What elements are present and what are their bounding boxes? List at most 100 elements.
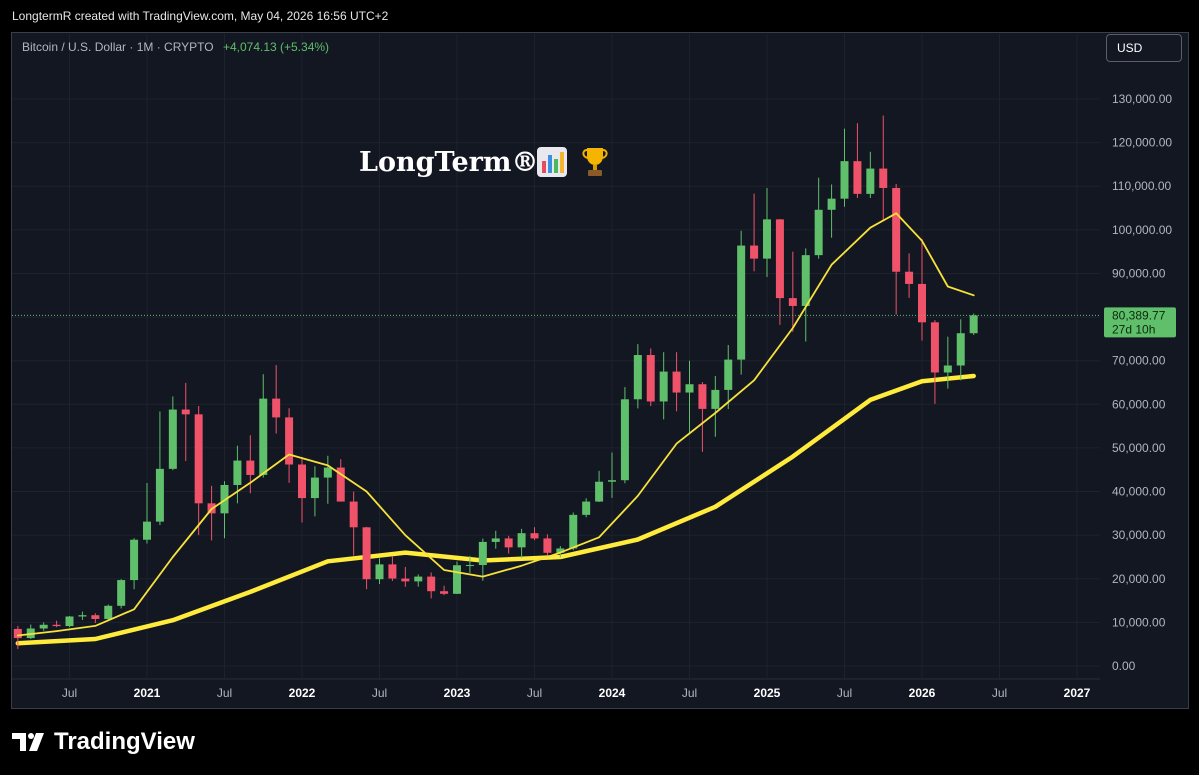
tradingview-logo[interactable]: TradingView <box>12 728 195 756</box>
candle-body <box>388 564 397 579</box>
creator-caption: LongtermR created with TradingView.com, … <box>12 9 389 23</box>
y-tick-label: 110,000.00 <box>1112 179 1171 193</box>
x-tick-label: 2026 <box>909 686 936 700</box>
candle-body <box>750 245 759 259</box>
candle-body <box>336 467 345 502</box>
x-tick-label: 2024 <box>599 686 626 700</box>
candle-body <box>646 355 655 402</box>
x-tick-label: 2021 <box>134 686 161 700</box>
candle-body <box>298 464 306 499</box>
x-tick-label: Jul <box>527 686 542 700</box>
y-tick-label: 20,000.00 <box>1112 572 1166 586</box>
candle-body <box>440 591 449 594</box>
candle-body <box>620 399 629 481</box>
candle-body <box>401 578 410 582</box>
candle-body <box>65 616 74 627</box>
candle-body <box>104 605 113 619</box>
candle-body <box>608 480 616 482</box>
candle-body <box>504 538 513 548</box>
y-axis: 130,000.00 120,000.00 110,000.00 100,000.00… <box>1112 92 1172 673</box>
y-tick-label: 10,000.00 <box>1112 615 1166 629</box>
candle-body <box>220 484 229 514</box>
candle-body <box>956 333 965 366</box>
y-tick-label: 90,000.00 <box>1112 266 1166 280</box>
candle-body <box>969 315 978 334</box>
candle-body <box>763 219 771 259</box>
y-tick-label: 0.00 <box>1112 659 1136 673</box>
candle-body <box>414 576 423 582</box>
x-axis: Jul 2021 Jul 2022 Jul 2023 Jul 2024 Jul 2025 Jul 20… <box>62 686 1091 700</box>
candle-body <box>737 245 746 360</box>
candle-body <box>310 477 319 499</box>
x-tick-label: Jul <box>217 686 232 700</box>
candle-body <box>130 539 139 581</box>
y-tick-label: 60,000.00 <box>1112 397 1166 411</box>
x-tick-label: 2022 <box>289 686 316 700</box>
candle-body <box>530 533 539 539</box>
x-tick-label: Jul <box>837 686 852 700</box>
x-tick-label: 2027 <box>1064 686 1091 700</box>
candle-body <box>375 564 384 580</box>
candle-body <box>39 624 48 629</box>
y-tick-label: 30,000.00 <box>1112 528 1166 542</box>
x-tick-label: Jul <box>372 686 387 700</box>
candle-body <box>517 533 526 548</box>
candle-body <box>259 398 268 475</box>
candle-body <box>362 527 371 580</box>
tradingview-logo-icon <box>12 733 44 751</box>
candle-body <box>194 414 203 504</box>
x-tick-label: Jul <box>62 686 77 700</box>
candle-body <box>918 283 926 323</box>
candle-body <box>853 161 862 194</box>
candle-body <box>595 481 604 502</box>
candle-body <box>659 371 668 402</box>
y-tick-label: 50,000.00 <box>1112 441 1166 455</box>
candle-body <box>453 565 461 594</box>
chart-panel[interactable] <box>11 32 1189 709</box>
watermark: LongTerm® <box>359 147 608 178</box>
candles-layer <box>13 115 978 649</box>
candle-body <box>633 355 642 400</box>
candle-body <box>827 198 836 210</box>
candle-body <box>478 541 487 566</box>
candle-body <box>711 389 720 409</box>
candle-body <box>13 628 22 639</box>
candle-body <box>168 409 177 469</box>
symbol-legend: Bitcoin / U.S. Dollar · 1M · CRYPTO +4,0… <box>22 40 329 54</box>
y-tick-label: 130,000.00 <box>1112 92 1172 106</box>
price-tag-countdown: 27d 10h <box>1112 322 1155 336</box>
candle-body <box>91 615 100 619</box>
candle-body <box>724 359 733 390</box>
x-tick-label: 2023 <box>444 686 471 700</box>
candle-body <box>323 467 332 478</box>
candle-body <box>930 322 939 373</box>
ma-fast-layer <box>16 212 975 637</box>
candle-body <box>52 624 61 627</box>
candle-body <box>698 384 707 409</box>
candle-body <box>427 576 436 592</box>
candle-body <box>465 565 474 567</box>
candle-body <box>905 271 914 284</box>
x-tick-label: 2025 <box>754 686 781 700</box>
price-tag-bg <box>1104 307 1176 338</box>
candle-body <box>569 514 578 549</box>
ma-slow-line <box>15 373 976 646</box>
currency-button[interactable]: USD <box>1106 34 1182 62</box>
ma-slow-layer <box>15 373 976 646</box>
candle-body <box>285 417 294 465</box>
candle-body <box>246 460 255 475</box>
candle-body <box>814 209 823 256</box>
price-tag-value: 80,389.77 <box>1112 308 1166 322</box>
candle-body <box>672 371 681 393</box>
x-tick-label: Jul <box>682 686 697 700</box>
candle-body <box>543 538 552 553</box>
candle-body <box>775 219 784 299</box>
candle-body <box>840 161 849 199</box>
price-tag: 80,389.77 27d 10h <box>1104 307 1176 338</box>
candle-body <box>155 468 164 522</box>
grid <box>12 34 1100 678</box>
candle-body <box>943 365 952 373</box>
tradingview-wordmark: TradingView <box>54 728 195 755</box>
y-tick-label: 120,000.00 <box>1112 136 1172 150</box>
